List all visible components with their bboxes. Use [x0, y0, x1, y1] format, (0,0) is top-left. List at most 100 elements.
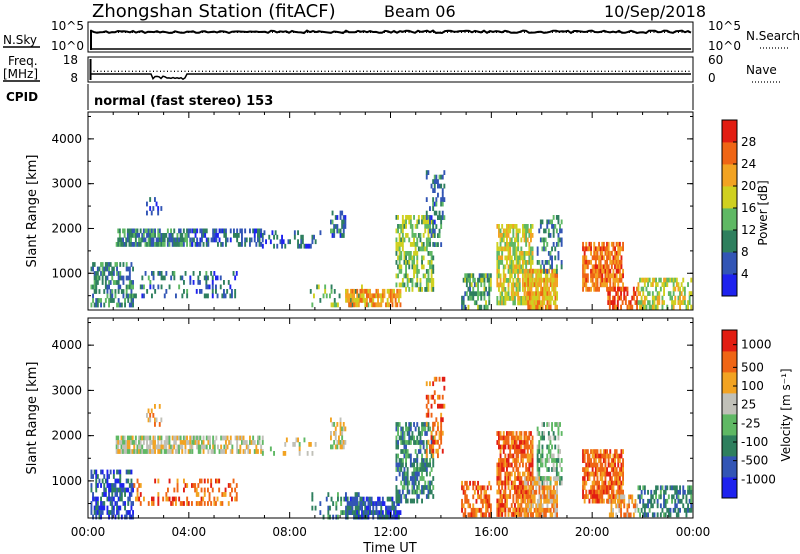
velocity-cbar-swatch — [722, 477, 737, 499]
power-cbar-tick-label: 12 — [741, 223, 756, 237]
velocity-cbar-tick-label: 1000 — [741, 338, 772, 352]
power-patch-14 — [536, 215, 563, 274]
velocity-ytick-label: 2000 — [51, 429, 82, 443]
cpid-label: CPID — [6, 90, 38, 104]
power-patch-17 — [637, 277, 693, 310]
power-cbar-label: Power [dB] — [756, 180, 770, 245]
velocity-cbar-tick-label: -100 — [741, 435, 768, 449]
nave-tick-top: 60 — [708, 53, 723, 67]
velocity-cbar-tick-label: 25 — [741, 398, 756, 412]
power-cbar-tick-label: 4 — [741, 267, 749, 281]
power-ylabel: Slant Range [km] — [25, 155, 40, 268]
nsearch-tick-top: 10^5 — [708, 19, 741, 33]
nsky-trace — [90, 29, 692, 35]
nsky-frame — [87, 21, 694, 53]
time-tick-label: 04:00 — [172, 525, 207, 539]
velocity-cbar-swatch — [722, 330, 737, 352]
nsearch-tick-bottom: 10^0 — [708, 39, 741, 53]
time-tick-label: 20:00 — [575, 525, 610, 539]
power-patch-9 — [395, 215, 435, 292]
freq-tick-bottom: 8 — [70, 71, 78, 85]
nsky-label: N.Sky — [3, 33, 37, 47]
freq-tick-top: 18 — [63, 53, 78, 67]
power-patch-1 — [133, 271, 238, 299]
velocity-patch-2 — [115, 435, 193, 454]
power-cbar-swatch — [722, 164, 737, 187]
velocity-patch-1 — [133, 478, 238, 506]
velocity-cbar-tick-label: 500 — [741, 360, 764, 374]
velocity-patch-10 — [425, 376, 446, 459]
power-panel: 1000 2000 3000 4000 Slant Range [km] 4 8 12 16… — [25, 111, 770, 311]
power-patch-10 — [425, 170, 446, 247]
time-tick-label: 08:00 — [272, 525, 307, 539]
velocity-panel: 1000 2000 3000 4000 Slant Range [km] 1000 50… — [25, 317, 793, 554]
power-ytick-label: 1000 — [51, 266, 82, 280]
date-title: 10/Sep/2018 — [604, 2, 706, 21]
power-cbar-tick-label: 24 — [741, 157, 756, 171]
power-cbar-swatch — [722, 230, 737, 253]
velocity-cbar-frame — [721, 329, 738, 499]
beam-title: Beam 06 — [384, 2, 456, 21]
velocity-ytick-label: 3000 — [51, 383, 82, 397]
freq-trace — [91, 73, 691, 81]
freq-panel: Freq. [MHz] 18 8 60 0 Nave — [3, 53, 782, 85]
power-ytick-label: 4000 — [51, 132, 82, 146]
power-patch-5 — [330, 210, 347, 238]
velocity-cbar-tick-label: -25 — [741, 416, 761, 430]
velocity-cbar-swatch — [722, 456, 737, 478]
velocity-patch-17 — [637, 485, 693, 518]
velocity-x-ticks — [87, 318, 694, 518]
power-cbar-tick-label: 28 — [741, 135, 756, 149]
velocity-cbar-swatch — [722, 435, 737, 457]
power-patch-0 — [90, 262, 134, 308]
velocity-patch-15 — [582, 449, 624, 504]
velocity-patch-4 — [261, 437, 317, 456]
power-patch-3 — [191, 228, 264, 247]
power-cbar-swatch — [722, 274, 737, 297]
nave-tick-bottom: 0 — [708, 71, 716, 85]
power-patch-15 — [582, 241, 624, 292]
velocity-cbar-tick-label: -500 — [741, 454, 768, 468]
velocity-data-layer — [90, 376, 693, 520]
nsearch-label: N.Search — [746, 29, 800, 43]
power-ytick-label: 3000 — [51, 177, 82, 191]
station-title: Zhongshan Station (fitACF) — [92, 1, 336, 22]
velocity-ytick-label: 4000 — [51, 338, 82, 352]
power-cbar-swatch — [722, 186, 737, 209]
velocity-cbar-swatch — [722, 393, 737, 415]
time-tick-label: 16:00 — [474, 525, 509, 539]
power-data-layer — [90, 170, 693, 310]
power-cbar-tick-label: 20 — [741, 179, 756, 193]
time-tick-labels: 00:00 04:00 08:00 12:00 16:00 20:00 00:00 — [71, 525, 711, 539]
nsky-tick-top: 10^5 — [51, 19, 84, 33]
cpid-text: normal (fast stereo) 153 — [94, 94, 273, 109]
power-cbar-swatch — [722, 142, 737, 165]
nsky-panel: N.Sky 10^5 10^0 10^5 10^0 N.Search — [3, 19, 800, 53]
velocity-cbar-swatch — [722, 414, 737, 436]
nave-label: Nave — [746, 63, 777, 77]
power-patch-8 — [345, 288, 402, 308]
velocity-cbar-swatch — [722, 351, 737, 373]
freq-frame — [87, 56, 694, 83]
nsky-tick-bottom: 10^0 — [51, 39, 84, 53]
power-ytick-label: 2000 — [51, 221, 82, 235]
power-patch-6 — [146, 197, 163, 216]
power-colorbar: 4 8 12 16 20 24 28 — [721, 119, 756, 297]
power-cbar-swatch — [722, 208, 737, 231]
velocity-patch-0 — [90, 469, 134, 520]
power-patch-11 — [461, 273, 492, 310]
power-x-ticks — [87, 112, 694, 310]
velocity-patch-9 — [395, 422, 435, 504]
power-cbar-tick-label: 16 — [741, 201, 756, 215]
velocity-cbar-tick-label: 100 — [741, 379, 764, 393]
velocity-patch-3 — [191, 435, 264, 454]
power-y-ticks: 1000 2000 3000 4000 — [51, 115, 693, 297]
velocity-cbar-swatch — [722, 372, 737, 394]
velocity-cbar-label: Velocity [m s⁻¹] — [779, 368, 793, 461]
power-patch-2 — [115, 228, 193, 247]
freq-label: Freq. — [8, 54, 38, 68]
power-patch-13 — [524, 268, 558, 310]
velocity-ytick-label: 1000 — [51, 474, 82, 488]
time-tick-label: 12:00 — [373, 525, 408, 539]
